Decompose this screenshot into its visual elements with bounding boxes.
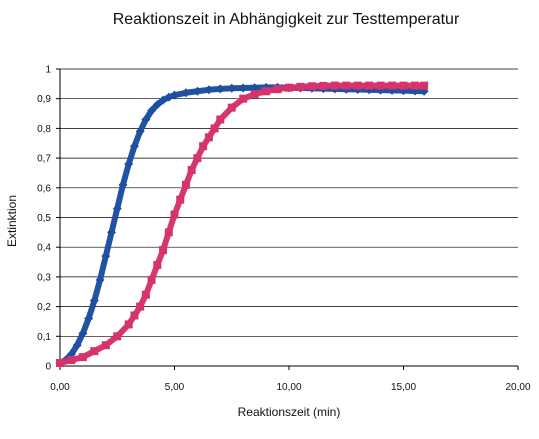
data-point <box>170 90 179 100</box>
data-point <box>101 251 111 261</box>
blue-series <box>55 82 429 368</box>
data-point <box>192 86 202 96</box>
data-point <box>136 302 145 311</box>
y-tick-label: 0,4 <box>37 243 51 254</box>
data-point <box>170 210 179 219</box>
data-point <box>130 311 139 320</box>
data-point <box>285 83 293 92</box>
data-point <box>181 88 191 98</box>
data-point <box>78 328 88 338</box>
data-point <box>353 81 362 90</box>
plot-area: 0,00 5,00 10,00 15,00 20,00 0 0,1 0,2 0,3 0,4 0,5… <box>37 65 531 394</box>
data-point <box>141 114 151 124</box>
data-point <box>420 81 429 90</box>
data-point <box>250 83 260 93</box>
y-tick-label: 1 <box>45 65 51 76</box>
x-tick-label: 10,00 <box>276 382 301 393</box>
data-point <box>193 154 202 163</box>
data-point <box>95 275 105 285</box>
data-point <box>342 81 351 90</box>
data-point <box>204 133 213 142</box>
series-layer <box>55 81 429 368</box>
data-point <box>273 85 282 94</box>
y-tick-label: 0,9 <box>37 94 51 105</box>
data-point <box>84 313 94 323</box>
data-point <box>410 81 419 90</box>
data-point <box>365 81 374 90</box>
data-point <box>153 261 162 270</box>
data-point <box>376 81 385 90</box>
data-point <box>101 341 110 350</box>
data-point <box>124 320 133 329</box>
data-point <box>141 290 150 299</box>
data-point <box>90 347 99 356</box>
x-ticks: 0,00 5,00 10,00 15,00 20,00 <box>50 366 531 393</box>
data-point <box>307 82 316 91</box>
x-tick-label: 15,00 <box>391 382 416 393</box>
data-point <box>176 195 185 204</box>
x-axis-label: Reaktionszeit (min) <box>238 405 341 419</box>
data-point <box>152 100 162 110</box>
data-point <box>262 87 271 96</box>
data-point <box>227 83 237 93</box>
data-point <box>216 115 225 124</box>
data-point <box>147 275 156 284</box>
chart-title: Reaktionszeit in Abhängigkeit zur Testte… <box>113 11 460 28</box>
data-point <box>227 103 236 112</box>
data-point <box>118 180 128 190</box>
data-point <box>238 83 248 93</box>
y-tick-label: 0 <box>45 362 51 373</box>
y-ticks: 0 0,1 0,2 0,3 0,4 0,5 0,6 0,7 0,8 0,9 1 <box>37 65 60 373</box>
data-point <box>239 94 248 103</box>
y-tick-label: 0,2 <box>37 302 51 313</box>
data-point <box>199 142 208 151</box>
data-point <box>204 85 214 95</box>
y-tick-label: 0,1 <box>37 332 51 343</box>
data-point <box>78 353 87 362</box>
series-line <box>57 84 428 367</box>
data-point <box>113 332 122 341</box>
data-point <box>129 141 139 151</box>
data-point <box>181 180 190 189</box>
data-point <box>319 81 328 90</box>
data-point <box>89 296 99 306</box>
y-tick-label: 0,5 <box>37 213 51 224</box>
data-point <box>215 84 225 94</box>
data-point <box>399 81 408 90</box>
grid-lines <box>60 68 518 337</box>
data-point <box>67 356 76 365</box>
data-point <box>388 81 397 90</box>
data-point <box>164 228 173 237</box>
data-point <box>56 359 64 368</box>
data-point <box>330 81 339 90</box>
data-point <box>112 204 122 214</box>
data-point <box>250 90 259 99</box>
data-point <box>124 159 134 169</box>
data-point <box>72 340 82 350</box>
y-axis-label: Extinktion <box>5 195 19 247</box>
y-tick-label: 0,3 <box>37 272 51 283</box>
y-tick-label: 0,6 <box>37 183 51 194</box>
y-tick-label: 0,8 <box>37 124 51 135</box>
data-point <box>159 246 168 255</box>
data-point <box>107 227 117 237</box>
data-point <box>135 126 145 136</box>
data-point <box>210 124 219 133</box>
y-tick-label: 0,7 <box>37 154 51 165</box>
x-tick-label: 0,00 <box>50 382 70 393</box>
data-point <box>147 106 157 116</box>
x-tick-label: 5,00 <box>165 382 185 393</box>
x-tick-label: 20,00 <box>505 382 530 393</box>
data-point <box>187 165 196 174</box>
data-point <box>296 82 305 91</box>
red-series <box>56 81 429 368</box>
